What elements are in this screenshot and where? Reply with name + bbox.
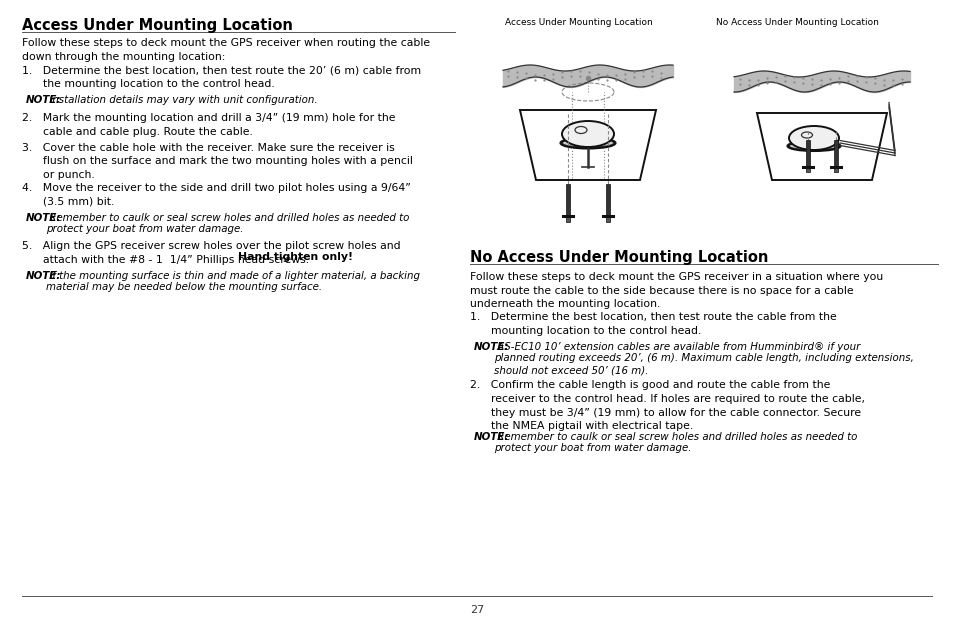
- Text: 2.   Confirm the cable length is good and route the cable from the
      receive: 2. Confirm the cable length is good and …: [470, 381, 864, 431]
- Text: Follow these steps to deck mount the GPS receiver in a situation where you
must : Follow these steps to deck mount the GPS…: [470, 272, 882, 309]
- Bar: [805, 140, 809, 167]
- Ellipse shape: [561, 121, 614, 147]
- Ellipse shape: [560, 137, 615, 148]
- Ellipse shape: [786, 141, 840, 151]
- Text: NOTE:: NOTE:: [26, 213, 61, 222]
- Ellipse shape: [788, 126, 838, 150]
- Bar: [833, 140, 837, 167]
- Text: 5.   Align the GPS receiver screw holes over the pilot screw holes and
      att: 5. Align the GPS receiver screw holes ov…: [22, 241, 400, 265]
- Bar: [565, 215, 569, 222]
- Bar: [605, 215, 609, 222]
- Text: 27: 27: [470, 605, 483, 615]
- Text: NOTE:: NOTE:: [474, 342, 509, 352]
- Text: 2.   Mark the mounting location and drill a 3/4” (19 mm) hole for the
      cabl: 2. Mark the mounting location and drill …: [22, 113, 395, 137]
- Text: 4.   Move the receiver to the side and drill two pilot holes using a 9/64”
     : 4. Move the receiver to the side and dri…: [22, 183, 411, 206]
- Text: NOTE:: NOTE:: [26, 95, 61, 105]
- Text: Installation details may vary with unit configuration.: Installation details may vary with unit …: [47, 95, 317, 105]
- Text: No Access Under Mounting Location: No Access Under Mounting Location: [470, 250, 767, 265]
- Text: Remember to caulk or seal screw holes and drilled holes as needed to
protect you: Remember to caulk or seal screw holes an…: [494, 431, 857, 453]
- Text: 1.   Determine the best location, then test route the 20’ (6 m) cable from
     : 1. Determine the best location, then tes…: [22, 66, 420, 89]
- Text: If the mounting surface is thin and made of a lighter material, a backing
materi: If the mounting surface is thin and made…: [47, 271, 420, 292]
- Ellipse shape: [789, 143, 837, 149]
- Text: AS-EC10 10’ extension cables are available from Humminbird® if your
planned rout: AS-EC10 10’ extension cables are availab…: [494, 342, 913, 375]
- Bar: [605, 184, 609, 216]
- Ellipse shape: [562, 140, 613, 146]
- Text: 1.   Determine the best location, then test route the cable from the
      mount: 1. Determine the best location, then tes…: [470, 312, 836, 336]
- Text: Remember to caulk or seal screw holes and drilled holes as needed to
protect you: Remember to caulk or seal screw holes an…: [47, 213, 409, 234]
- Text: Follow these steps to deck mount the GPS receiver when routing the cable
down th: Follow these steps to deck mount the GPS…: [22, 38, 430, 62]
- Text: Access Under Mounting Location: Access Under Mounting Location: [504, 18, 652, 27]
- Text: No Access Under Mounting Location: No Access Under Mounting Location: [716, 18, 878, 27]
- Bar: [805, 166, 809, 172]
- Text: 3.   Cover the cable hole with the receiver. Make sure the receiver is
      flu: 3. Cover the cable hole with the receive…: [22, 143, 413, 180]
- Text: NOTE:: NOTE:: [26, 271, 61, 281]
- Bar: [565, 184, 569, 216]
- Text: NOTE:: NOTE:: [474, 431, 509, 441]
- Text: Access Under Mounting Location: Access Under Mounting Location: [22, 18, 293, 33]
- Bar: [833, 166, 837, 172]
- Text: Hand tighten only!: Hand tighten only!: [237, 252, 353, 263]
